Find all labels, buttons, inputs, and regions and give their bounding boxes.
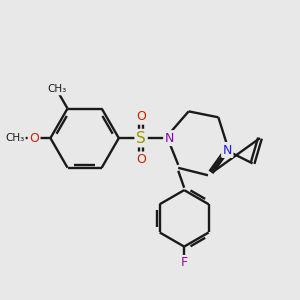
Text: CH₃: CH₃ [5,133,24,143]
Text: F: F [181,256,188,269]
Text: CH₃: CH₃ [47,84,67,94]
Text: O: O [136,110,146,123]
Text: N: N [223,143,232,157]
Text: O: O [136,153,146,166]
Text: O: O [29,132,39,145]
Text: N: N [165,132,174,145]
Text: S: S [136,130,146,146]
